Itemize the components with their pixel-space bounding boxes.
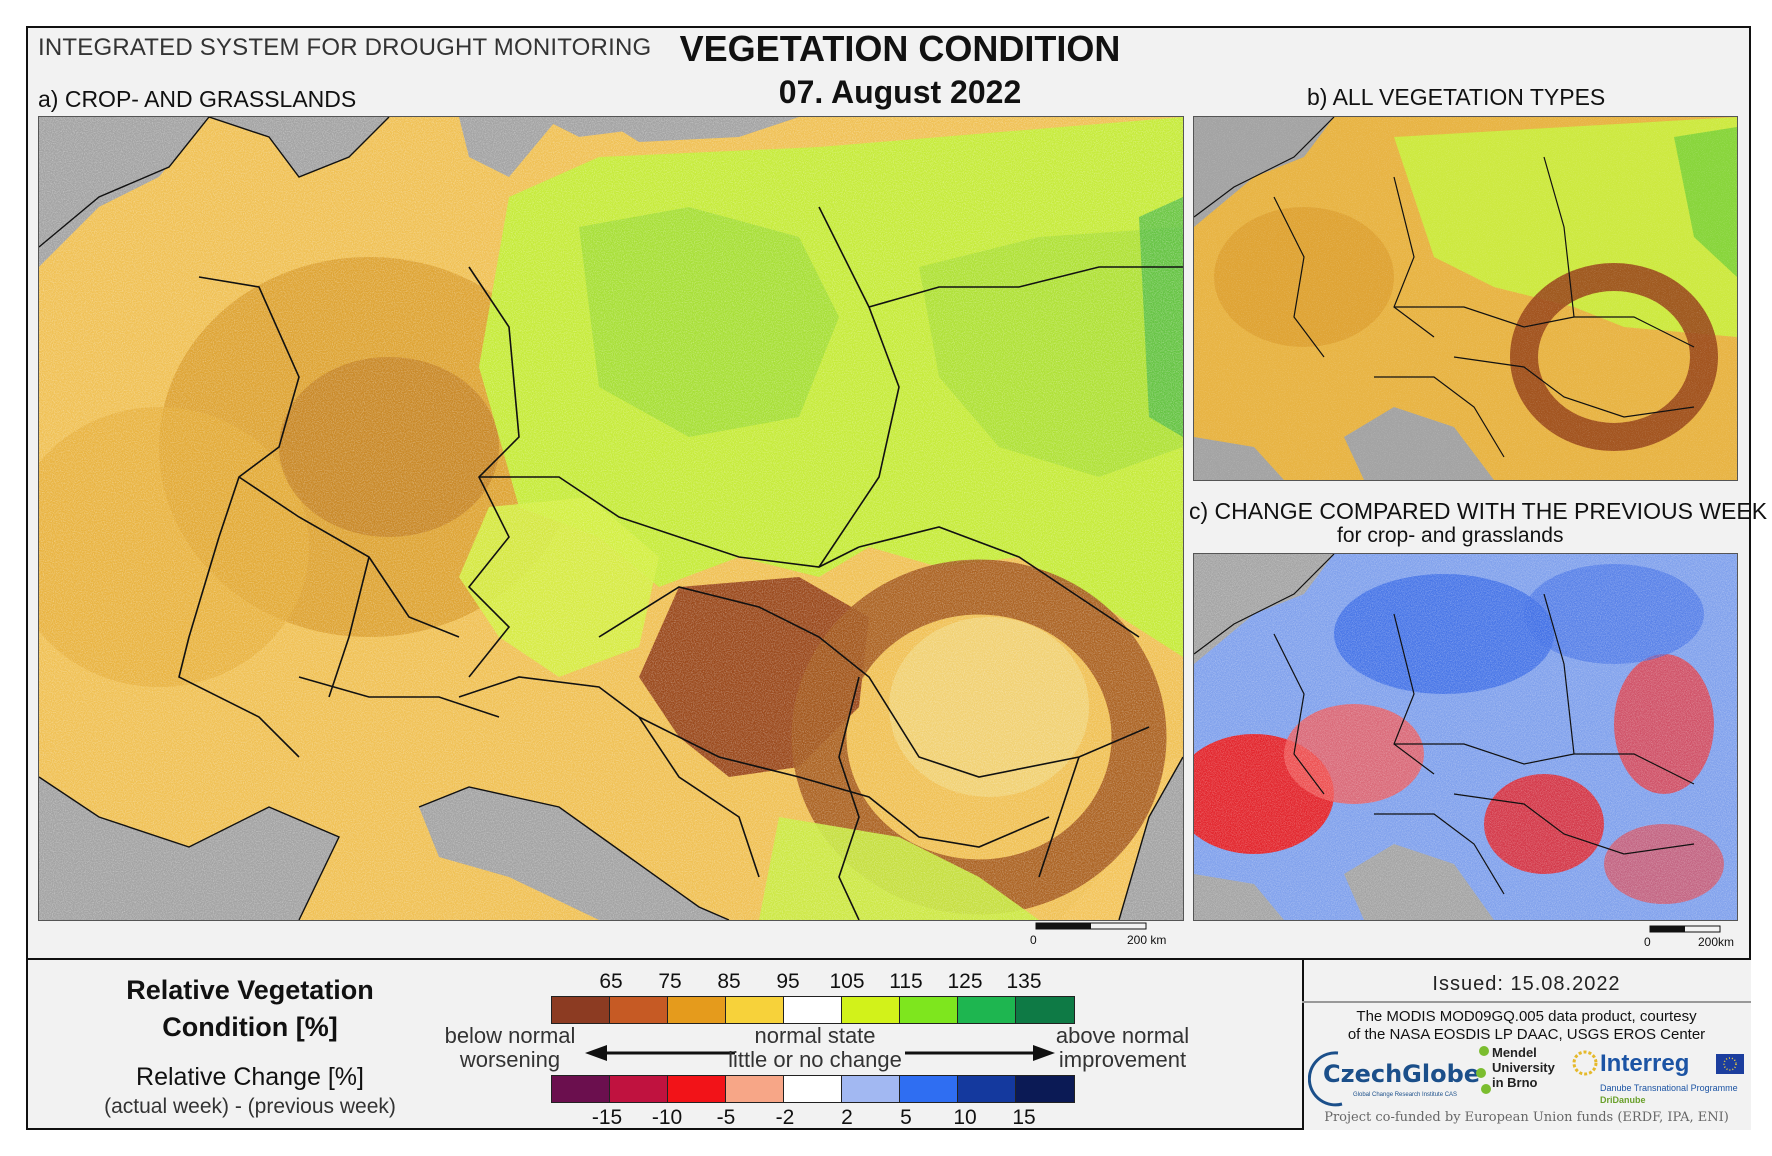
below-normal-label: below normal worsening — [440, 1024, 580, 1072]
rc-swatch — [958, 1076, 1016, 1102]
rc-swatch — [610, 1076, 668, 1102]
rvc-swatch — [958, 997, 1016, 1023]
rvc-swatch — [610, 997, 668, 1023]
panel-b-map — [1193, 116, 1738, 481]
rc-swatch — [668, 1076, 726, 1102]
scale-label: 200 km — [1127, 933, 1167, 947]
rvc-swatch — [726, 997, 784, 1023]
rvc-tick: 65 — [599, 970, 623, 993]
panel-b-title: b) ALL VEGETATION TYPES — [1307, 84, 1606, 110]
map-date: 07. August 2022 — [778, 74, 1022, 110]
interreg-subtitle: Danube Transnational Programme — [1600, 1083, 1738, 1093]
rvc-tick: 135 — [1006, 970, 1042, 993]
mendel-logo: Mendel University in Brno — [1476, 1045, 1571, 1105]
rvc-title-line1: Relative Vegetation — [126, 975, 374, 1005]
rvc-tick: 125 — [947, 970, 983, 993]
no-change-text: little or no change — [728, 1047, 902, 1072]
rvc-title-line2: Condition [%] — [162, 1012, 338, 1042]
rc-tick: 15 — [1012, 1106, 1036, 1129]
normal-state-text: normal state — [754, 1023, 876, 1048]
modis-line1: The MODIS MOD09GQ.005 data product, cour… — [1356, 1008, 1697, 1025]
scale-zero-c: 0 — [1644, 935, 1651, 949]
rvc-tick: 105 — [829, 970, 865, 993]
rc-color-bar — [551, 1075, 1075, 1103]
czechglobe-logo: CzechGlobe Global Change Research Instit… — [1308, 1046, 1483, 1110]
czechglobe-subtitle: Global Change Research Institute CAS — [1353, 1092, 1458, 1098]
rc-tick-row: -15 -10 -5 -2 2 5 10 15 — [551, 1106, 1075, 1132]
rvc-tick: 95 — [776, 970, 800, 993]
interreg-name: Interreg — [1600, 1050, 1690, 1077]
rvc-swatch — [784, 997, 842, 1023]
mendel-line3: in Brno — [1492, 1075, 1538, 1090]
rc-swatch — [552, 1076, 610, 1102]
right-arrow-icon — [905, 1045, 1055, 1061]
rc-tick: 5 — [900, 1106, 912, 1129]
dridanube-name: DriDanube — [1600, 1095, 1646, 1105]
rvc-tick: 115 — [889, 970, 923, 993]
rc-tick: -15 — [591, 1106, 623, 1129]
improvement-text: improvement — [1058, 1047, 1187, 1072]
rvc-tick-row: 65 75 85 95 105 115 125 135 — [551, 970, 1075, 996]
issued-date: Issued: 15.08.2022 — [1432, 973, 1621, 995]
above-normal-text: above normal — [1055, 1023, 1190, 1048]
rvc-color-bar — [551, 996, 1075, 1024]
rvc-swatch — [668, 997, 726, 1023]
rvc-swatch — [1016, 997, 1074, 1023]
rc-swatch — [1016, 1076, 1074, 1102]
scale-label-c: 200km — [1698, 935, 1735, 949]
info-divider — [1302, 1001, 1751, 1003]
rvc-swatch — [842, 997, 900, 1023]
rvc-tick: 85 — [717, 970, 741, 993]
scale-bar-c — [1648, 923, 1728, 935]
mendel-line1: Mendel — [1492, 1045, 1537, 1060]
eu-flag-icon — [1716, 1054, 1744, 1074]
left-arrow-icon — [585, 1045, 735, 1061]
rvc-swatch — [900, 997, 958, 1023]
rc-swatch — [726, 1076, 784, 1102]
panel-a-title: a) CROP- AND GRASSLANDS — [38, 86, 357, 112]
rc-swatch — [900, 1076, 958, 1102]
rc-swatch — [842, 1076, 900, 1102]
funding-note: Project co-funded by European Union fund… — [1324, 1110, 1729, 1125]
normal-state-label: normal state little or no change — [715, 1024, 915, 1072]
worsening-text: worsening — [459, 1047, 561, 1072]
legend — [28, 958, 1303, 1132]
info-box — [1302, 958, 1751, 1130]
rc-swatch — [784, 1076, 842, 1102]
panel-c-map — [1193, 553, 1738, 921]
rvc-swatch — [552, 997, 610, 1023]
system-name: INTEGRATED SYSTEM FOR DROUGHT MONITORING — [38, 34, 652, 61]
rc-tick: -10 — [651, 1106, 683, 1129]
main-title: VEGETATION CONDITION — [679, 28, 1121, 69]
modis-credit: The MODIS MOD09GQ.005 data product, cour… — [1302, 1008, 1751, 1044]
rc-tick: -5 — [716, 1106, 736, 1129]
rc-tick: 2 — [841, 1106, 853, 1129]
rc-subtitle: (actual week) - (previous week) — [104, 1095, 396, 1118]
panel-c-subtitle: for crop- and grasslands — [1337, 524, 1564, 547]
rc-tick: -2 — [775, 1106, 795, 1129]
scale-bar — [1034, 920, 1154, 932]
rc-title: Relative Change [%] — [136, 1063, 364, 1091]
mendel-line2: University — [1492, 1060, 1555, 1075]
above-normal-label: above normal improvement — [1050, 1024, 1195, 1072]
panel-a-map — [38, 116, 1184, 921]
scale-zero: 0 — [1030, 933, 1037, 947]
interreg-logo: Interreg Danube Transnational Programme … — [1570, 1046, 1746, 1106]
czechglobe-name: CzechGlobe — [1323, 1060, 1481, 1088]
panel-c-title: c) CHANGE COMPARED WITH THE PREVIOUS WEE… — [1189, 498, 1768, 524]
modis-line2: of the NASA EOSDIS LP DAAC, USGS EROS Ce… — [1347, 1026, 1706, 1043]
rc-tick: 10 — [953, 1106, 977, 1129]
below-normal-text: below normal — [444, 1023, 576, 1048]
vegetation-condition-map — [39, 117, 1183, 920]
rvc-tick: 75 — [658, 970, 682, 993]
